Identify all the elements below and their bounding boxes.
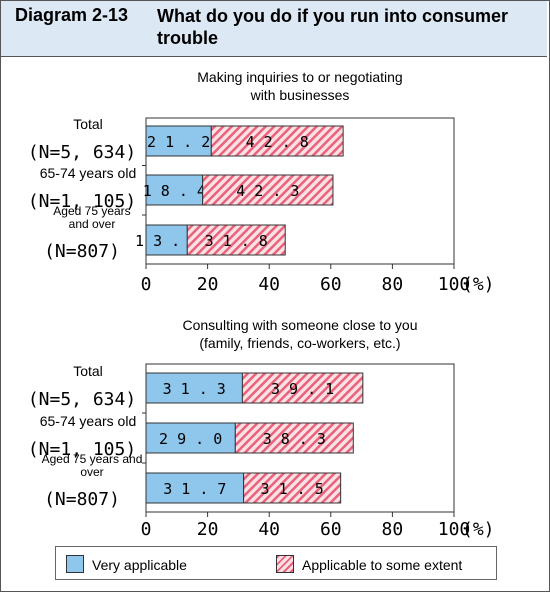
- x-tick-label: 20: [197, 274, 219, 295]
- bar-very-applicable: [145, 372, 243, 404]
- bar-value-label: 3 1 . 3: [163, 380, 226, 398]
- x-tick-label: 100: [438, 274, 471, 295]
- x-tick-label: 40: [258, 519, 280, 540]
- category-label: 65-74 years old: [40, 413, 137, 429]
- bar-applicable-some: [202, 174, 334, 206]
- bar-very-applicable: [145, 224, 188, 256]
- chart-panel-inquiries: Making inquiries to or negotiating with b…: [28, 69, 495, 295]
- legend-swatch-very-applicable: [66, 555, 84, 573]
- chart-title-line: Consulting with someone close to you: [182, 317, 417, 333]
- legend-item-very-applicable: Very applicable: [66, 555, 187, 573]
- bar-very-applicable: [145, 174, 204, 206]
- legend-swatch-applicable-some: [276, 555, 294, 573]
- category-label: and over: [69, 217, 116, 231]
- x-tick-label: 60: [320, 519, 342, 540]
- bar-value-label: 3 8 . 3: [263, 430, 326, 448]
- category-label: Total: [73, 363, 103, 379]
- chart-title-line: (family, friends, co-workers, etc.): [199, 335, 400, 351]
- category-label: Aged 75 years and: [42, 452, 143, 466]
- legend-item-applicable-some: Applicable to some extent: [276, 555, 462, 573]
- x-tick-label: 0: [141, 274, 152, 295]
- category-n-label: (N=1, 105): [28, 439, 136, 460]
- x-tick-label: 80: [382, 274, 404, 295]
- bar-value-label: 3 1 . 7: [163, 480, 226, 498]
- bar-very-applicable: [145, 422, 236, 454]
- x-tick-label: 40: [258, 274, 280, 295]
- figure-header: Diagram 2-13 What do you do if you run i…: [1, 1, 547, 57]
- diagram-number: Diagram 2-13: [15, 5, 129, 25]
- x-tick-label: 100: [438, 519, 471, 540]
- bar-applicable-some: [234, 422, 354, 454]
- bar-applicable-some: [210, 125, 344, 157]
- bar-applicable-some: [243, 472, 342, 504]
- x-tick-label: 60: [320, 274, 342, 295]
- x-tick-label: 0: [141, 519, 152, 540]
- bar-applicable-some: [186, 224, 286, 256]
- bar-value-label: 3 9 . 1: [271, 380, 334, 398]
- x-tick-label: 80: [382, 519, 404, 540]
- x-axis-unit: (%): [462, 274, 495, 295]
- chart-title-line: Making inquiries to or negotiating: [197, 69, 402, 85]
- bar-value-label: 4 2 . 3: [236, 182, 299, 200]
- bar-value-label: 2 9 . 0: [159, 430, 222, 448]
- legend-label-applicable-some: Applicable to some extent: [302, 557, 463, 573]
- x-tick-label: 20: [197, 519, 219, 540]
- bar-value-label: 1 3 . 4: [135, 232, 198, 250]
- bar-value-label: 1 8 . 4: [143, 182, 206, 200]
- category-label: Total: [73, 116, 103, 132]
- chart-title-line: with businesses: [250, 87, 350, 103]
- bar-value-label: 2 1 . 2: [147, 133, 210, 151]
- category-n-label: (N=807): [44, 241, 120, 262]
- category-n-label: (N=5, 634): [28, 389, 136, 410]
- bar-value-label: 3 1 . 8: [205, 232, 268, 250]
- x-axis-unit: (%): [462, 519, 495, 540]
- legend-label-very-applicable: Very applicable: [92, 557, 187, 573]
- category-label: 65-74 years old: [40, 165, 137, 181]
- category-n-label: (N=807): [44, 489, 120, 510]
- category-label: Aged 75 years: [53, 204, 130, 218]
- bar-value-label: 3 1 . 5: [261, 480, 324, 498]
- bar-value-label: 4 2 . 8: [246, 133, 309, 151]
- category-n-label: (N=5, 634): [28, 142, 136, 163]
- diagram-title: What do you do if you run into consumer …: [157, 6, 508, 48]
- bar-applicable-some: [241, 372, 364, 404]
- legend: Very applicable Applicable to some exten…: [55, 546, 497, 580]
- bar-very-applicable: [145, 472, 245, 504]
- chart-panel-consulting: Consulting with someone close to you (fam…: [28, 317, 495, 540]
- category-label: over: [80, 465, 103, 479]
- category-n-label: (N=1, 105): [28, 191, 136, 212]
